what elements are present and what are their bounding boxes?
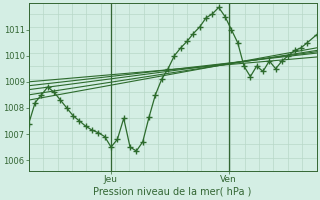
X-axis label: Pression niveau de la mer( hPa ): Pression niveau de la mer( hPa ) bbox=[93, 187, 252, 197]
